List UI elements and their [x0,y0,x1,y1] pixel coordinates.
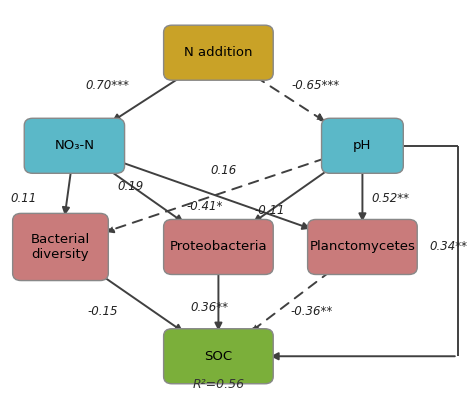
Text: 0.19: 0.19 [117,180,143,193]
Text: -0.41*: -0.41* [186,200,223,213]
Text: Planctomycetes: Planctomycetes [310,240,415,254]
Text: 0.34**: 0.34** [429,240,467,254]
FancyBboxPatch shape [321,118,403,173]
FancyBboxPatch shape [308,219,417,275]
Text: -0.15: -0.15 [87,305,118,318]
Text: 0.52**: 0.52** [371,192,409,205]
FancyBboxPatch shape [13,214,109,280]
FancyBboxPatch shape [164,219,273,275]
Text: 0.36**: 0.36** [190,301,228,314]
Text: R²=0.56: R²=0.56 [192,377,245,391]
FancyBboxPatch shape [164,25,273,80]
Text: SOC: SOC [204,350,232,363]
FancyBboxPatch shape [24,118,125,173]
Text: pH: pH [353,139,372,152]
Text: 0.70***: 0.70*** [85,78,129,92]
Text: N addition: N addition [184,46,253,59]
Text: Bacterial
diversity: Bacterial diversity [31,233,90,261]
Text: 0.11: 0.11 [10,192,36,205]
FancyBboxPatch shape [164,329,273,384]
Text: NO₃-N: NO₃-N [55,139,94,152]
Text: -0.11: -0.11 [254,204,285,217]
Text: -0.36**: -0.36** [290,305,332,318]
Text: Proteobacteria: Proteobacteria [170,240,267,254]
Text: 0.16: 0.16 [210,164,236,177]
Text: -0.65***: -0.65*** [292,78,340,92]
